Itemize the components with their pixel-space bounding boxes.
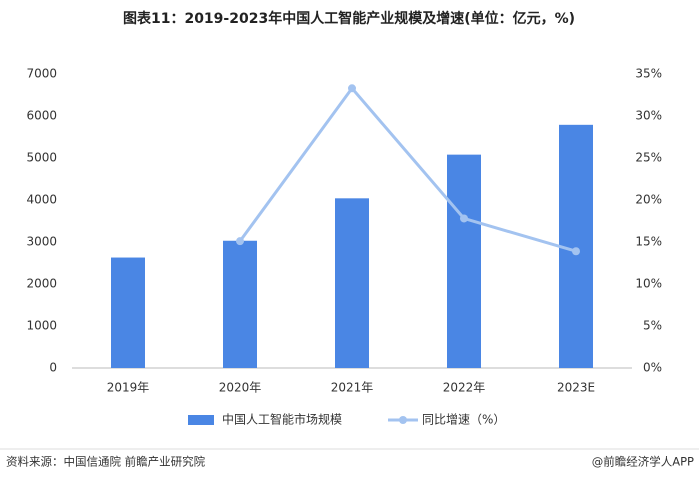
bar: [223, 240, 257, 368]
bar: [111, 257, 145, 368]
y2-tick-label: 30%: [635, 109, 662, 123]
y2-tick-label: 10%: [635, 277, 662, 291]
legend-label: 同比增速（%）: [422, 413, 505, 427]
y2-tick-label: 35%: [635, 67, 662, 81]
marker: [572, 247, 580, 256]
legend-swatch: [399, 416, 407, 424]
y2-tick-label: 5%: [643, 319, 662, 333]
y-tick-label: 1000: [26, 319, 57, 333]
legend-swatch: [188, 415, 214, 425]
y2-tick-label: 20%: [635, 193, 662, 207]
y2-tick-label: 0%: [643, 361, 662, 375]
y-tick-label: 6000: [26, 109, 57, 123]
y-tick-label: 4000: [26, 193, 57, 207]
marker: [236, 237, 244, 246]
bar: [447, 154, 481, 368]
credit: @前瞻经济学人APP: [592, 455, 694, 469]
y-tick-label: 7000: [26, 67, 57, 81]
chart-title: 图表11：2019-2023年中国人工智能产业规模及增速(单位：亿元，%): [123, 10, 575, 27]
x-tick-label: 2021年: [331, 381, 374, 395]
bar: [335, 198, 369, 368]
x-tick-label: 2019年: [107, 381, 150, 395]
y2-tick-label: 25%: [635, 151, 662, 165]
y-tick-label: 5000: [26, 151, 57, 165]
line: [238, 85, 577, 253]
x-tick-label: 2023E: [557, 381, 595, 395]
marker: [460, 214, 468, 223]
legend-label: 中国人工智能市场规模: [222, 412, 342, 427]
y-tick-label: 2000: [26, 277, 57, 291]
y-tick-label: 3000: [26, 235, 57, 249]
x-tick-label: 2022年: [443, 381, 486, 395]
x-tick-label: 2020年: [219, 381, 262, 395]
source: 资料来源：中国信通院 前瞻产业研究院: [6, 455, 206, 469]
marker: [348, 84, 356, 93]
y2-tick-label: 15%: [635, 235, 662, 249]
y-tick-label: 0: [49, 361, 57, 375]
